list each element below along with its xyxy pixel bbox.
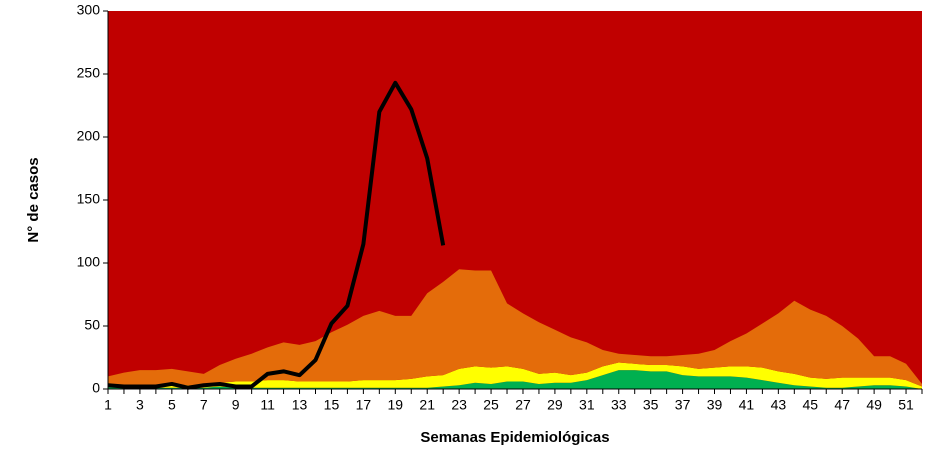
- x-tick-label: 15: [324, 397, 340, 413]
- y-tick-label: 100: [77, 254, 101, 270]
- x-tick-label: 19: [388, 397, 404, 413]
- y-axis-title: N° de casos: [25, 157, 42, 242]
- x-tick-label: 45: [802, 397, 818, 413]
- x-tick-label: 9: [232, 397, 240, 413]
- x-tick-label: 11: [260, 397, 275, 413]
- x-tick-label: 23: [451, 397, 467, 413]
- y-tick-label: 300: [77, 2, 101, 18]
- x-tick-label: 33: [611, 397, 627, 413]
- x-tick-label: 27: [515, 397, 531, 413]
- x-axis-title: Semanas Epidemiológicas: [420, 429, 609, 446]
- line: [107, 80, 446, 390]
- x-tick-label: 39: [707, 397, 723, 413]
- area: [108, 370, 922, 389]
- x-tick-label: 49: [866, 397, 882, 413]
- x-tick-label: 51: [898, 397, 914, 413]
- y-tick-label: 50: [84, 317, 100, 333]
- y-tick-label: 250: [77, 65, 101, 81]
- x-tick-label: 3: [136, 397, 144, 413]
- x-tick-label: 43: [771, 397, 787, 413]
- y-tick-label: 0: [92, 380, 100, 396]
- x-tick-label: 1: [104, 397, 112, 413]
- x-tick-label: 7: [200, 397, 208, 413]
- x-tick-label: 35: [643, 397, 659, 413]
- x-tick-label: 17: [356, 397, 372, 413]
- y-tick-label: 150: [77, 191, 101, 207]
- x-tick-label: 31: [579, 397, 595, 413]
- x-tick-label: 37: [675, 397, 691, 413]
- x-tick-label: 5: [168, 397, 176, 413]
- x-tick-label: 47: [834, 397, 850, 413]
- area: [108, 269, 922, 387]
- y-tick-label: 200: [77, 128, 101, 144]
- marks: [107, 80, 922, 390]
- x-tick-label: 29: [547, 397, 563, 413]
- x-tick-label: 21: [419, 397, 435, 413]
- x-tick-label: 25: [483, 397, 499, 413]
- x-tick-label: 41: [739, 397, 755, 413]
- area: [108, 362, 922, 389]
- x-tick-label: 13: [292, 397, 308, 413]
